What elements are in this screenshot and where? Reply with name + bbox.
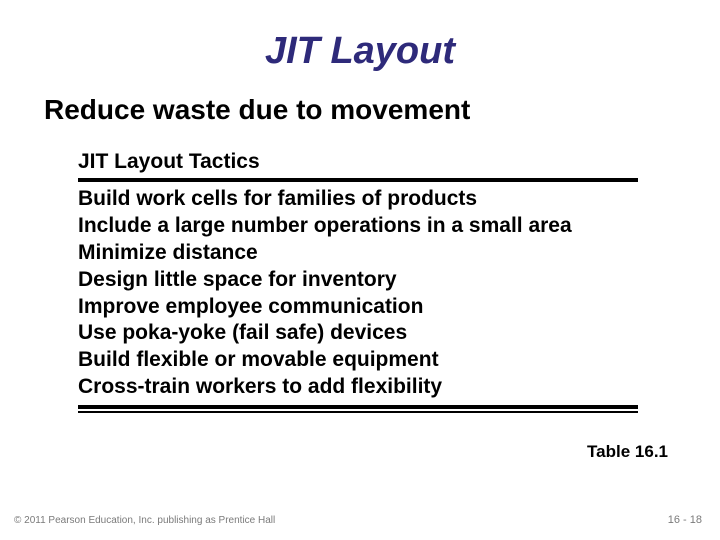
page-number: 16 - 18 [668, 514, 702, 526]
copyright-text: © 2011 Pearson Education, Inc. publishin… [14, 515, 275, 526]
tactics-table: JIT Layout Tactics Build work cells for … [78, 150, 638, 413]
table-caption: JIT Layout Tactics [78, 150, 638, 178]
tactic-row: Build work cells for families of product… [78, 186, 638, 213]
tactic-row: Build flexible or movable equipment [78, 347, 638, 374]
tactics-list: Build work cells for families of product… [78, 182, 638, 405]
tactic-row: Minimize distance [78, 240, 638, 267]
tactic-row: Cross-train workers to add flexibility [78, 374, 638, 401]
table-reference: Table 16.1 [587, 442, 668, 462]
tactic-row: Include a large number operations in a s… [78, 213, 638, 240]
slide-title: JIT Layout [0, 30, 720, 73]
tactic-row: Use poka-yoke (fail safe) devices [78, 320, 638, 347]
tactic-row: Design little space for inventory [78, 267, 638, 294]
slide-subtitle: Reduce waste due to movement [44, 94, 470, 126]
slide: JIT Layout Reduce waste due to movement … [0, 0, 720, 540]
rule-bottom-thin [78, 411, 638, 413]
tactic-row: Improve employee communication [78, 294, 638, 321]
